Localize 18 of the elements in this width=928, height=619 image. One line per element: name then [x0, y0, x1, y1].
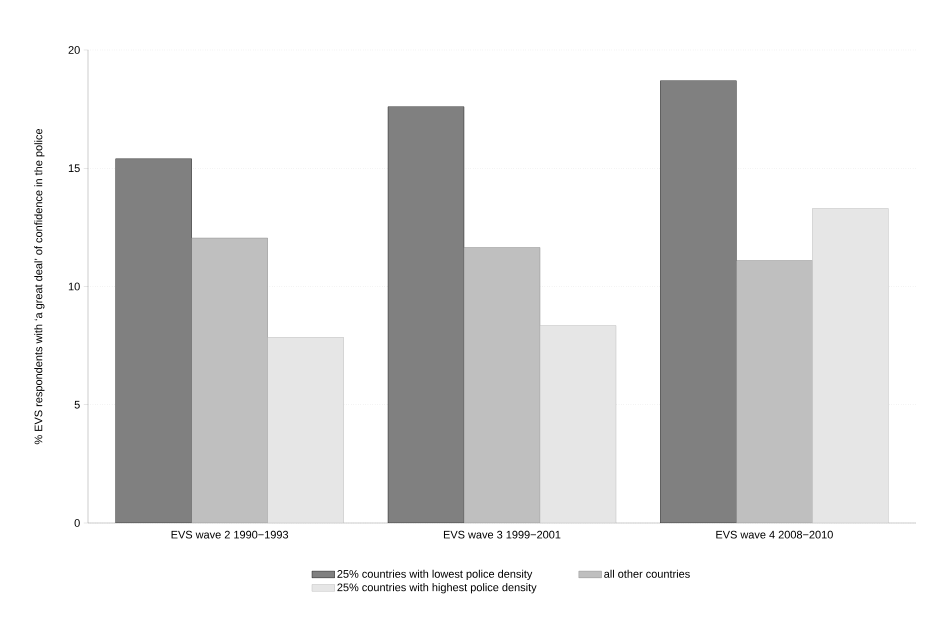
bar [192, 238, 268, 523]
y-tick-label: 20 [68, 46, 80, 54]
y-tick-label: 10 [68, 282, 80, 290]
bar [267, 337, 344, 523]
y-tick-label: 0 [74, 519, 80, 527]
y-tick-label: 5 [74, 400, 80, 409]
bar [812, 208, 889, 523]
x-tick-label: EVS wave 3 1999−2001 [444, 530, 560, 539]
x-tick-label: EVS wave 4 2008−2010 [716, 530, 833, 539]
x-tick-label: EVS wave 2 1990−1993 [172, 530, 288, 539]
bar [736, 260, 813, 523]
legend-label: all other countries [604, 570, 690, 578]
legend-label: 25% countries with highest police density [337, 583, 537, 594]
y-axis-title: % EVS respondents with ‘a great deal’ of confidence in the police [34, 128, 44, 444]
y-tick-label: 15 [68, 164, 80, 172]
bar [540, 325, 616, 523]
legend-label: 25% countries with lowest police density [337, 570, 532, 580]
bar [464, 247, 540, 523]
